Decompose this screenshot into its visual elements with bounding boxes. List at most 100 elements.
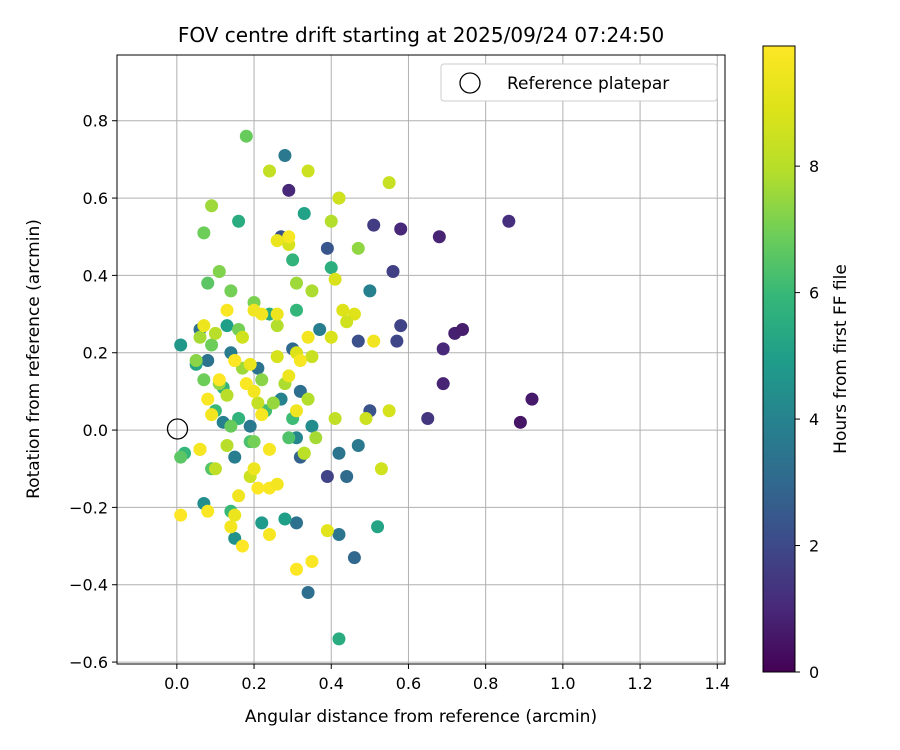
data-point — [324, 330, 338, 344]
x-tick-label: 1.4 — [705, 674, 730, 693]
data-point — [374, 462, 388, 476]
colorbar-tick-label: 2 — [809, 537, 819, 556]
data-point — [324, 214, 338, 228]
data-point — [232, 489, 246, 503]
data-point — [228, 508, 242, 522]
data-point — [301, 585, 315, 599]
data-point — [212, 265, 226, 279]
reference-platepar-marker — [166, 418, 189, 440]
data-point — [174, 508, 188, 522]
x-tick-label: 1.2 — [627, 674, 652, 693]
scatter-points — [174, 129, 539, 646]
data-point — [205, 408, 219, 422]
data-point — [205, 199, 219, 213]
y-tick-label: 0.2 — [83, 344, 108, 363]
data-point — [320, 469, 334, 483]
data-point — [220, 319, 234, 333]
data-point — [305, 284, 319, 298]
data-point — [270, 234, 284, 248]
data-point — [189, 353, 203, 367]
data-point — [290, 276, 304, 290]
data-point — [371, 520, 385, 534]
data-point — [251, 481, 265, 495]
y-tick-label: −0.2 — [69, 498, 108, 517]
data-point — [232, 214, 246, 228]
data-point — [293, 353, 307, 367]
data-point — [394, 319, 408, 333]
data-point — [367, 334, 381, 348]
data-point — [247, 435, 261, 449]
data-point — [282, 431, 296, 445]
colorbar-tick-label: 4 — [809, 410, 819, 429]
data-point — [201, 276, 215, 290]
data-point — [301, 330, 315, 344]
data-point — [347, 551, 361, 565]
data-point — [332, 527, 346, 541]
data-point — [305, 350, 319, 364]
data-point — [278, 512, 292, 526]
colorbar-tick-label: 0 — [809, 663, 819, 682]
data-point — [313, 323, 327, 337]
data-point — [340, 469, 354, 483]
data-point — [262, 527, 276, 541]
data-point — [286, 253, 300, 267]
data-point — [247, 384, 261, 398]
data-point — [359, 411, 373, 425]
data-point — [525, 392, 539, 406]
data-point — [340, 315, 354, 329]
data-point — [270, 319, 284, 333]
colorbar-label: Hours from first FF file — [831, 264, 851, 454]
data-point — [367, 218, 381, 232]
data-point — [301, 164, 315, 178]
data-point — [270, 477, 284, 491]
data-point — [382, 404, 396, 418]
x-tick-label: 0.0 — [164, 674, 189, 693]
data-point — [290, 404, 304, 418]
data-point — [324, 261, 338, 275]
data-point — [305, 419, 319, 433]
data-point — [278, 149, 292, 163]
plot-frame — [116, 54, 726, 665]
data-point — [282, 183, 296, 197]
colorbar-tick-label: 8 — [809, 157, 819, 176]
data-point — [174, 338, 188, 352]
y-tick-label: 0.0 — [83, 421, 108, 440]
data-point — [208, 462, 222, 476]
data-point — [328, 272, 342, 286]
data-point — [235, 539, 249, 553]
legend: Reference platepar — [440, 63, 718, 102]
x-axis-label: Angular distance from reference (arcmin) — [245, 707, 597, 727]
x-tick-label: 0.2 — [241, 674, 266, 693]
data-point — [197, 319, 211, 333]
data-point — [309, 431, 323, 445]
data-point — [290, 562, 304, 576]
data-point — [220, 439, 234, 453]
data-point — [363, 284, 377, 298]
data-point — [432, 230, 446, 244]
data-point — [266, 396, 280, 410]
data-point — [262, 442, 276, 456]
y-tick-label: 0.6 — [83, 189, 108, 208]
data-point — [197, 226, 211, 240]
y-tick-label: 0.8 — [83, 112, 108, 131]
data-point — [394, 222, 408, 236]
data-point — [224, 520, 238, 534]
data-point — [224, 284, 238, 298]
data-point — [332, 446, 346, 460]
data-point — [208, 326, 222, 340]
data-point — [243, 357, 257, 371]
data-point — [255, 373, 269, 387]
data-point — [247, 462, 261, 476]
data-point — [351, 241, 365, 255]
legend-label: Reference platepar — [507, 74, 669, 94]
data-point — [212, 373, 226, 387]
data-point — [228, 353, 242, 367]
data-point — [270, 307, 284, 321]
data-point — [320, 241, 334, 255]
data-point — [513, 415, 527, 429]
data-point — [201, 392, 215, 406]
data-point — [201, 353, 215, 367]
data-point — [305, 555, 319, 569]
